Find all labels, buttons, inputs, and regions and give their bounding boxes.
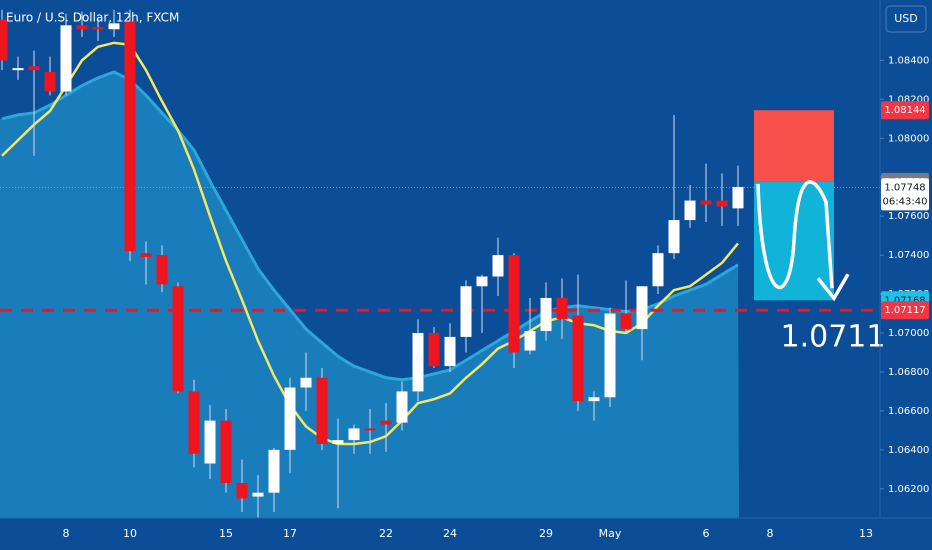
x-tick-label: 10 bbox=[123, 527, 137, 540]
candle-body bbox=[92, 27, 104, 30]
candle-body bbox=[364, 428, 376, 431]
candle-body bbox=[716, 200, 728, 207]
y-tick-label: 1.06400 bbox=[888, 445, 929, 456]
x-tick-label: 6 bbox=[703, 527, 710, 540]
candle-body bbox=[428, 333, 440, 367]
candle-body bbox=[60, 25, 72, 92]
candle-body bbox=[604, 313, 616, 398]
plot: 1.0711 bbox=[0, 9, 886, 518]
candle-body bbox=[652, 253, 664, 287]
y-tick-label: 1.08200 bbox=[888, 94, 929, 105]
x-tick-label: May bbox=[599, 527, 622, 540]
x-tick-label: 8 bbox=[767, 527, 774, 540]
candle-body bbox=[460, 286, 472, 337]
x-tick-label: 24 bbox=[443, 527, 457, 540]
y-tick-label: 1.06800 bbox=[888, 367, 929, 378]
candle-body bbox=[300, 377, 312, 388]
candle-body bbox=[556, 297, 568, 320]
candle-body bbox=[44, 72, 56, 92]
candle-body bbox=[540, 297, 552, 332]
candle-body bbox=[332, 440, 344, 444]
currency-button[interactable] bbox=[885, 5, 927, 33]
candle-body bbox=[284, 387, 296, 450]
candle-body bbox=[572, 315, 584, 402]
candle-body bbox=[268, 449, 280, 493]
candle-body bbox=[220, 420, 232, 483]
candle-body bbox=[668, 220, 680, 254]
y-tick-label: 1.07600 bbox=[888, 211, 929, 222]
candle-body bbox=[188, 391, 200, 454]
candle-body bbox=[588, 397, 600, 402]
slow-ma-area bbox=[0, 72, 739, 518]
candle-body bbox=[12, 68, 24, 71]
candle-body bbox=[252, 492, 264, 497]
chart-title: Euro / U.S. Dollar, 12h, FXCM bbox=[6, 11, 179, 25]
y-tick-label: 1.07000 bbox=[888, 328, 929, 339]
candle-body bbox=[636, 286, 648, 330]
price-badge bbox=[881, 301, 929, 320]
candle-body bbox=[412, 333, 424, 392]
candle-body bbox=[620, 313, 632, 330]
candle-body bbox=[76, 25, 88, 30]
price-badge-label: 1.08144 bbox=[884, 105, 925, 116]
x-tick-label: 13 bbox=[859, 527, 873, 540]
candle-body bbox=[444, 336, 456, 367]
price-badge-label: 1.07117 bbox=[884, 305, 925, 316]
candle-body bbox=[236, 482, 248, 499]
projection-arrow bbox=[816, 273, 850, 302]
last-price-badge bbox=[881, 178, 929, 211]
x-tick-label: 15 bbox=[219, 527, 233, 540]
projection-curve bbox=[756, 180, 834, 289]
candle-body bbox=[732, 186, 744, 209]
candle-body bbox=[204, 420, 216, 464]
y-tick-label: 1.08000 bbox=[888, 133, 929, 144]
y-tick-label: 1.06600 bbox=[888, 406, 929, 417]
candle-body bbox=[476, 276, 488, 287]
candle-body bbox=[140, 253, 152, 258]
y-tick-label: 1.06200 bbox=[888, 484, 929, 495]
stop-zone bbox=[754, 110, 834, 182]
price-badge-label: 1.07168 bbox=[884, 295, 925, 306]
target-text: 1.0711 bbox=[781, 320, 886, 355]
currency-label: USD bbox=[894, 12, 918, 25]
candle-body bbox=[172, 286, 184, 392]
candle-body bbox=[380, 420, 392, 425]
candle-body bbox=[508, 255, 520, 353]
x-tick-label: 8 bbox=[63, 527, 70, 540]
candle-body bbox=[396, 391, 408, 423]
candle-body bbox=[108, 23, 120, 30]
price-badge bbox=[881, 101, 929, 120]
last-price-label: 1.07748 bbox=[884, 182, 925, 193]
candle-body bbox=[348, 428, 360, 441]
candle-body bbox=[316, 377, 328, 444]
y-tick-label: 1.07400 bbox=[888, 250, 929, 261]
candle-body bbox=[0, 19, 8, 61]
x-tick-label: 22 bbox=[379, 527, 393, 540]
candle-body bbox=[492, 255, 504, 277]
candle-body bbox=[124, 21, 136, 252]
candle-body bbox=[684, 200, 696, 221]
candle-body bbox=[156, 255, 168, 285]
countdown: 06:43:40 bbox=[883, 196, 928, 207]
overlay: 1.062001.064001.066001.068001.070001.072… bbox=[63, 55, 930, 540]
candle-body bbox=[28, 66, 40, 71]
x-tick-label: 29 bbox=[539, 527, 553, 540]
x-tick-label: 17 bbox=[283, 527, 297, 540]
y-tick-label: 1.08400 bbox=[888, 55, 929, 66]
candle-body bbox=[524, 331, 536, 351]
candle-body bbox=[700, 200, 712, 205]
